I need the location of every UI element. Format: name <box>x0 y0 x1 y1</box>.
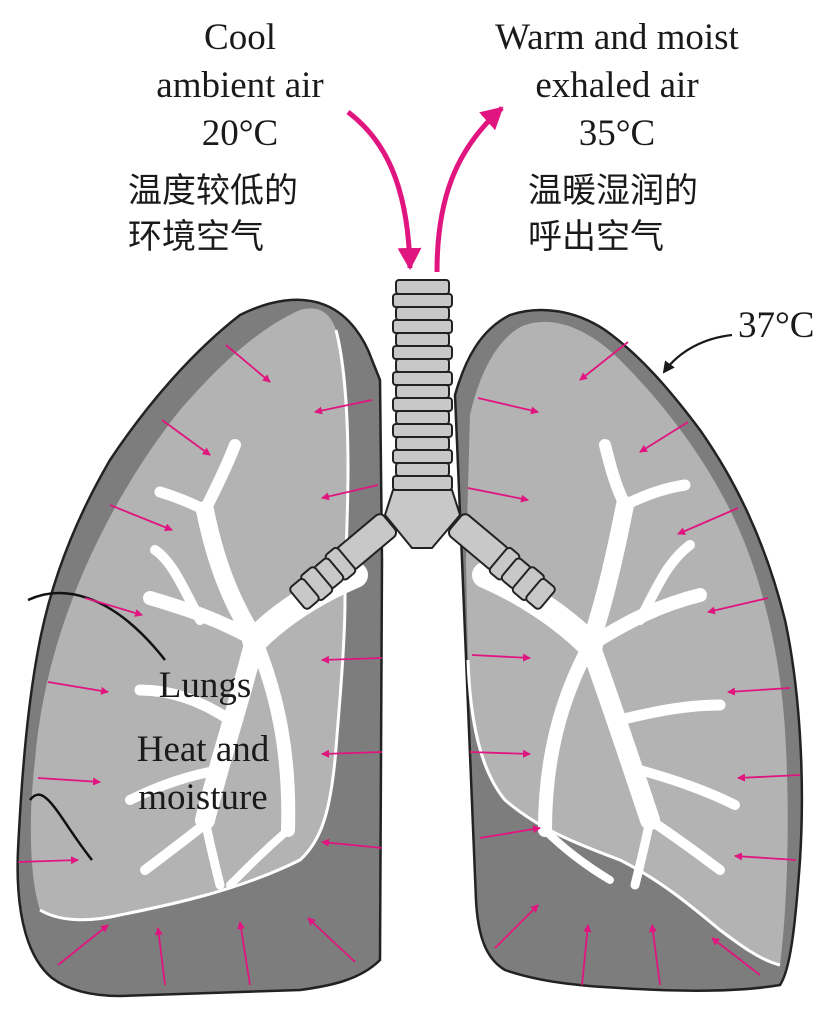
heat-moisture-label: Heat and moisture <box>118 726 288 822</box>
heat-moisture-line-2: moisture <box>138 777 268 818</box>
temp-pointer-arrow <box>662 333 733 374</box>
cool-air-cn-label: 温度较低的 环境空气 <box>128 168 298 260</box>
warm-air-cn-label: 温暖湿润的 呼出空气 <box>528 168 698 260</box>
warm-air-temp: 35°C <box>578 113 656 154</box>
trachea <box>289 279 556 610</box>
warm-air-label: Warm and moist exhaled air 35°C <box>462 14 772 158</box>
right-lung <box>453 308 804 992</box>
inhale-arrow <box>346 110 422 270</box>
left-lung <box>16 298 384 998</box>
right-lung-inner-edge <box>466 659 781 967</box>
cool-air-cn-line-2: 环境空气 <box>128 217 264 257</box>
left-lobe-line-lower <box>29 793 93 861</box>
left-lung-inner-edge <box>39 329 350 922</box>
cool-air-temp: 20°C <box>201 113 279 154</box>
cool-air-label: Cool ambient air 20°C <box>120 14 360 158</box>
lung-temp-label: 37°C <box>738 305 815 346</box>
warm-air-line-2: exhaled air <box>535 65 699 106</box>
cool-air-cn-line-1: 温度较低的 <box>128 171 298 211</box>
cool-air-line-1: Cool <box>204 17 276 58</box>
warm-air-cn-line-2: 呼出空气 <box>528 217 664 257</box>
warm-air-cn-line-1: 温暖湿润的 <box>528 171 698 211</box>
right-heat-arrows <box>467 341 801 986</box>
left-heat-arrows <box>17 344 383 986</box>
exhale-arrow <box>434 106 504 273</box>
right-bronchial-tree <box>472 439 740 890</box>
lungs-label: Lungs <box>158 665 252 706</box>
warm-air-line-1: Warm and moist <box>495 17 739 58</box>
cool-air-line-2: ambient air <box>156 65 324 106</box>
heat-moisture-line-1: Heat and <box>136 729 270 770</box>
